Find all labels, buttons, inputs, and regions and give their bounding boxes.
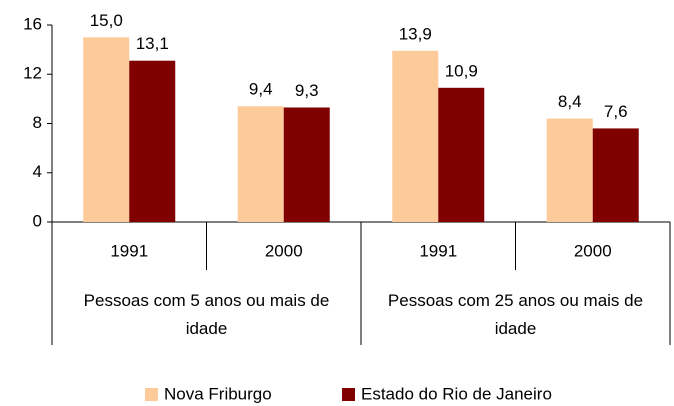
value-label: 15,0 [90,11,123,30]
legend-swatch [342,388,355,401]
group-label: Pessoas com 5 anos ou mais de idade [83,291,330,338]
value-label: 13,1 [136,34,169,53]
x-tick-label: 1991 [419,241,457,260]
x-tick-label: 2000 [574,241,612,260]
bar [546,118,593,222]
value-label: 9,3 [295,81,319,100]
bar [283,107,330,222]
y-tick-label: 4 [33,162,42,181]
y-tick-label: 12 [23,64,42,83]
bar [129,60,176,222]
x-tick-label: 1991 [110,241,148,260]
value-label: 13,9 [399,24,432,43]
value-label: 10,9 [445,61,478,80]
y-tick-label: 8 [33,113,42,132]
y-tick-label: 0 [33,211,42,230]
legend-label: Nova Friburgo [164,384,272,403]
x-tick-label: 2000 [265,241,303,260]
legend-swatch [145,388,158,401]
bar [592,128,639,222]
value-label: 9,4 [249,80,273,99]
bar [392,50,439,223]
legend-label: Estado do Rio de Janeiro [361,384,552,403]
value-label: 8,4 [558,92,582,111]
bar [237,106,284,222]
group-label: Pessoas com 25 anos ou mais de idade [387,291,644,338]
bar [83,37,130,222]
bar [438,87,485,222]
y-tick-label: 16 [23,14,42,33]
value-label: 7,6 [604,102,628,121]
